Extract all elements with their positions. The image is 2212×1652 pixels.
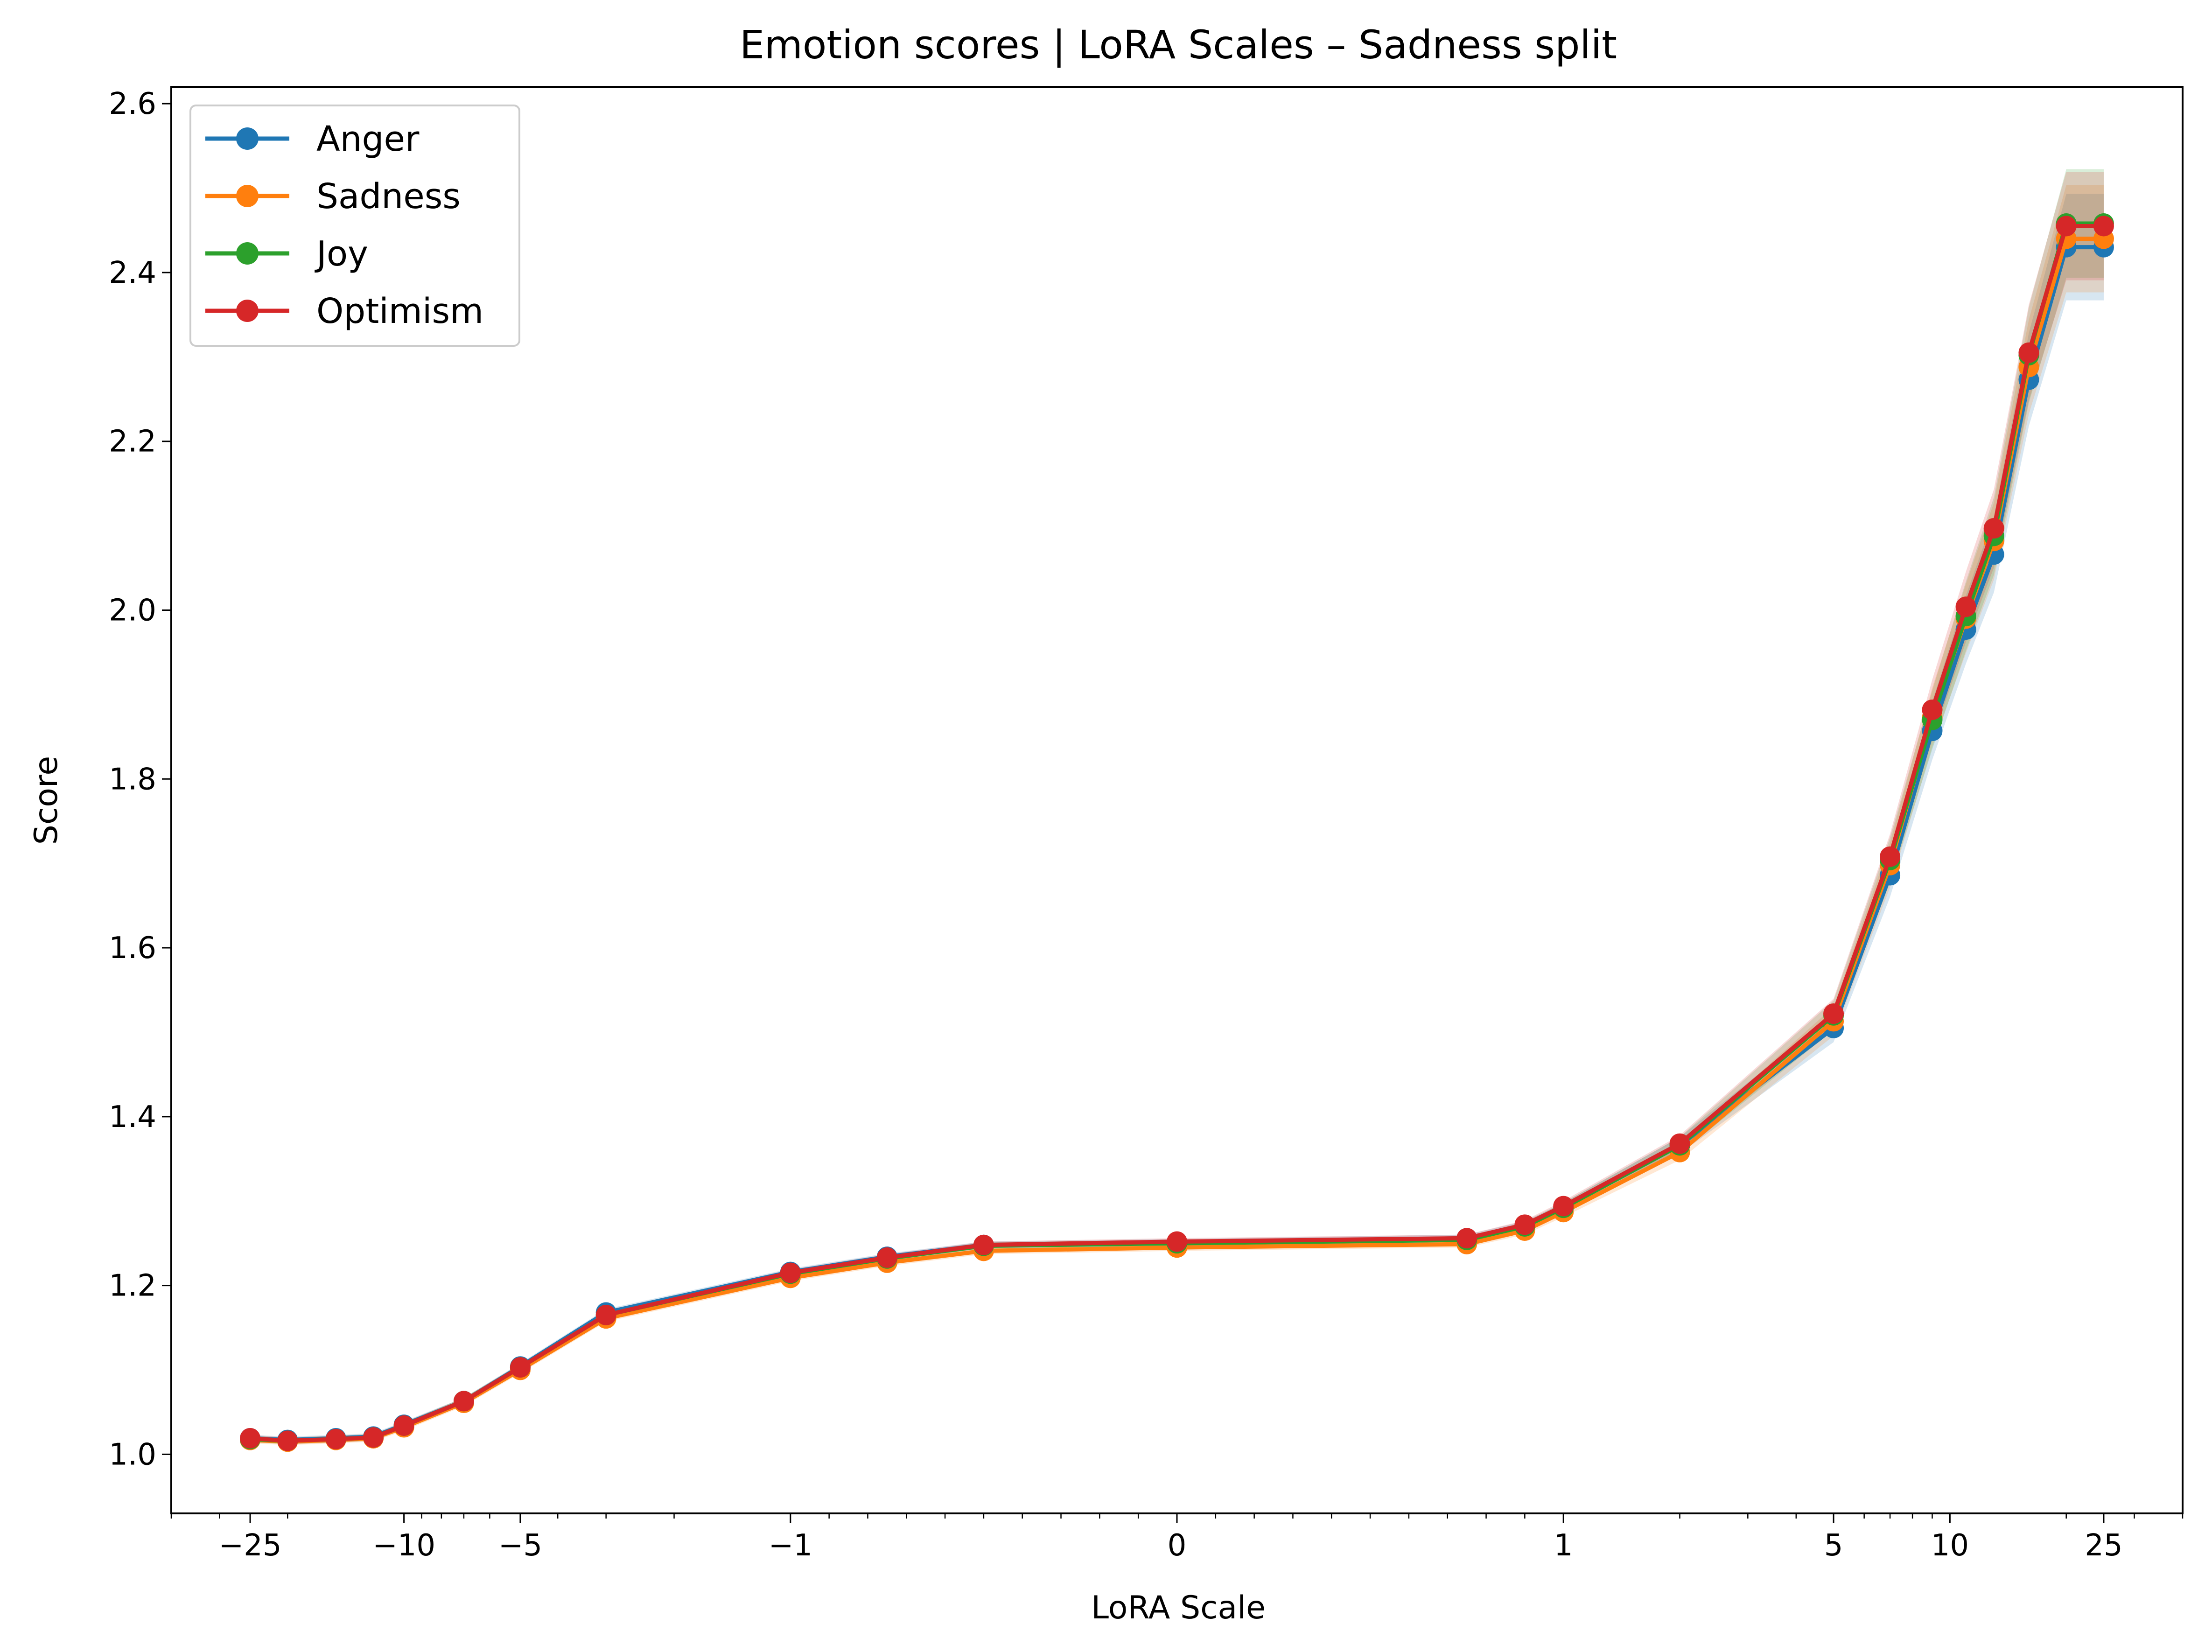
y-tick-label: 2.6 bbox=[109, 87, 156, 121]
x-tick-label: −10 bbox=[372, 1528, 435, 1563]
point-optimism bbox=[1823, 1003, 1844, 1024]
point-optimism bbox=[1922, 699, 1943, 720]
series-optimism bbox=[240, 216, 2114, 1451]
series-line-joy bbox=[250, 221, 2104, 1443]
point-optimism bbox=[240, 1428, 261, 1449]
point-optimism bbox=[1955, 596, 1976, 617]
x-tick-label: −1 bbox=[769, 1528, 812, 1563]
x-axis: −25 −10 −5 −1 0 1 5 10 25 bbox=[170, 1513, 2184, 1563]
point-optimism bbox=[277, 1430, 298, 1451]
y-tick-label: 1.2 bbox=[109, 1269, 156, 1303]
y-axis-label: Score bbox=[28, 756, 65, 845]
point-optimism bbox=[973, 1234, 994, 1255]
point-optimism bbox=[1167, 1231, 1187, 1252]
x-tick-label: 25 bbox=[2085, 1528, 2122, 1563]
series-line-optimism bbox=[250, 224, 2104, 1443]
y-axis: 1.0 1.2 1.4 1.6 1.8 2.0 2.2 2.4 2.6 bbox=[109, 87, 171, 1472]
legend-label-optimism: Optimism bbox=[316, 291, 483, 331]
x-axis-label: LoRA Scale bbox=[1091, 1589, 1266, 1626]
point-optimism bbox=[1880, 846, 1901, 867]
point-optimism bbox=[1983, 518, 2004, 539]
legend-label-anger: Anger bbox=[316, 119, 420, 159]
series-anger bbox=[240, 237, 2114, 1450]
point-optimism bbox=[595, 1304, 616, 1325]
point-optimism bbox=[1553, 1196, 1574, 1217]
chart-title: Emotion scores | LoRA Scales – Sadness s… bbox=[740, 22, 1617, 68]
x-tick-label: −5 bbox=[498, 1528, 542, 1563]
series-sadness bbox=[240, 228, 2114, 1452]
legend: Anger Sadness Joy Optimism bbox=[189, 105, 520, 347]
y-tick-label: 1.8 bbox=[109, 762, 156, 797]
series-layer bbox=[240, 213, 2114, 1452]
series-line-anger bbox=[250, 245, 2104, 1442]
y-tick-label: 2.4 bbox=[109, 256, 156, 290]
point-optimism bbox=[510, 1357, 531, 1378]
y-tick-label: 1.6 bbox=[109, 931, 156, 966]
y-tick-label: 1.0 bbox=[109, 1437, 156, 1472]
point-optimism bbox=[1456, 1228, 1477, 1249]
x-tick-label: 0 bbox=[1168, 1528, 1187, 1563]
x-tick-label: 1 bbox=[1554, 1528, 1573, 1563]
point-optimism bbox=[325, 1428, 346, 1449]
point-optimism bbox=[1514, 1214, 1535, 1235]
point-optimism bbox=[1669, 1133, 1690, 1154]
legend-box bbox=[189, 105, 520, 347]
y-tick-label: 2.0 bbox=[109, 594, 156, 628]
point-optimism bbox=[2093, 216, 2114, 237]
point-optimism bbox=[876, 1247, 897, 1268]
legend-marker-anger bbox=[236, 127, 259, 150]
legend-marker-optimism bbox=[236, 300, 259, 322]
y-tick-label: 2.2 bbox=[109, 425, 156, 459]
x-tick-label: 10 bbox=[1931, 1528, 1969, 1563]
legend-label-sadness: Sadness bbox=[316, 176, 461, 217]
series-joy bbox=[240, 213, 2114, 1451]
series-line-sadness bbox=[250, 237, 2104, 1444]
x-tick-label: −25 bbox=[219, 1528, 282, 1563]
legend-marker-joy bbox=[236, 242, 259, 265]
point-optimism bbox=[2018, 342, 2039, 363]
point-optimism bbox=[363, 1427, 384, 1448]
point-optimism bbox=[2056, 216, 2077, 237]
point-optimism bbox=[780, 1262, 801, 1283]
y-tick-label: 1.4 bbox=[109, 1100, 156, 1134]
point-optimism bbox=[453, 1391, 474, 1412]
legend-marker-sadness bbox=[236, 185, 259, 207]
point-optimism bbox=[393, 1415, 414, 1436]
legend-label-joy: Joy bbox=[315, 234, 368, 274]
x-tick-label: 5 bbox=[1824, 1528, 1843, 1563]
